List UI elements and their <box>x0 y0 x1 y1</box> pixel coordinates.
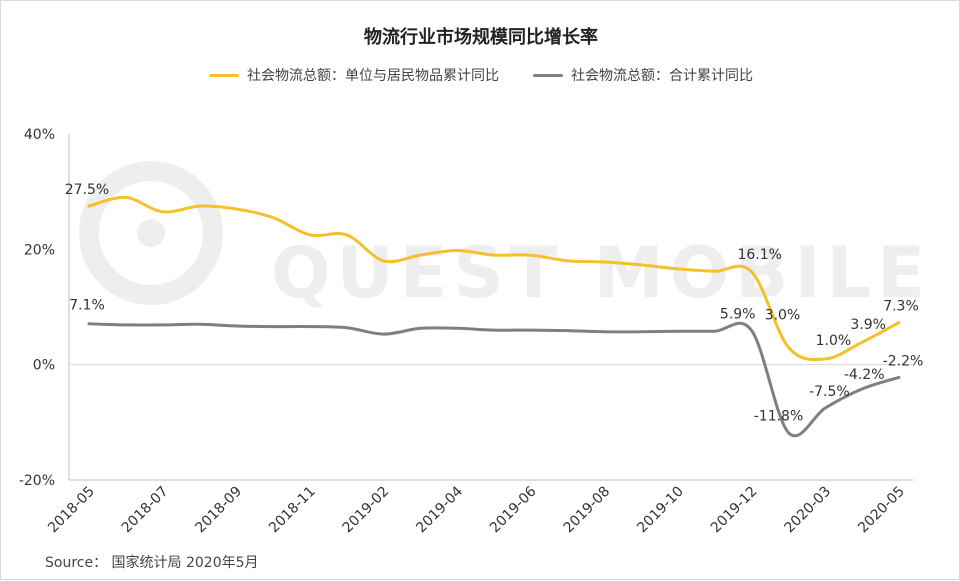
y-tick-label: 40% <box>24 127 55 143</box>
x-tick-label: 2020-03 <box>782 484 835 537</box>
source-note: Source： 国家统计局 2020年5月 <box>45 555 259 571</box>
chart-title: 物流行业市场规模同比增长率 <box>364 27 598 48</box>
y-tick-label: -20% <box>19 473 55 489</box>
legend-label-series-2: 社会物流总额：合计累计同比 <box>571 68 753 84</box>
y-tick-label: 0% <box>33 358 55 374</box>
data-label-series-2: -11.8% <box>754 409 804 425</box>
x-tick-label: 2018-09 <box>192 484 245 537</box>
series-line-1 <box>87 195 901 362</box>
watermark-logo-ring <box>79 161 223 305</box>
x-tick-label: 2019-10 <box>634 484 687 537</box>
y-tick-label: 20% <box>24 242 55 258</box>
data-label-series-1: 7.3% <box>883 299 919 315</box>
x-tick-label: 2018-11 <box>266 484 319 537</box>
data-label-series-2: -7.5% <box>809 384 850 400</box>
x-tick-label: 2020-05 <box>855 484 908 537</box>
legend: 社会物流总额：单位与居民物品累计同比 社会物流总额：合计累计同比 <box>1 65 960 85</box>
x-tick-label: 2018-07 <box>119 484 172 537</box>
legend-swatch-series-2 <box>533 73 563 77</box>
x-tick-label: 2019-12 <box>708 484 761 537</box>
watermark-text: QUEST MOBILE <box>271 232 931 314</box>
data-label-series-1: 3.9% <box>850 317 886 333</box>
watermark-logo-dot <box>137 219 165 247</box>
legend-item-series-1: 社会物流总额：单位与居民物品累计同比 <box>209 65 499 85</box>
x-tick-label: 2019-08 <box>561 484 614 537</box>
data-label-series-1: 27.5% <box>65 182 109 198</box>
data-label-series-2: -4.2% <box>844 367 885 383</box>
x-tick-label: 2019-06 <box>487 483 540 536</box>
data-label-series-1: 16.1% <box>737 247 781 263</box>
legend-item-series-2: 社会物流总额：合计累计同比 <box>533 65 753 85</box>
data-label-series-1: 3.0% <box>765 307 801 323</box>
legend-label-series-1: 社会物流总额：单位与居民物品累计同比 <box>247 68 499 84</box>
legend-swatch-series-1 <box>209 73 239 77</box>
data-label-series-2: 7.1% <box>69 298 105 314</box>
watermark: QUEST MOBILE <box>79 161 931 314</box>
data-label-series-1: 1.0% <box>816 333 852 349</box>
x-tick-label: 2019-02 <box>340 484 393 537</box>
data-label-series-2: 5.9% <box>720 307 756 323</box>
x-tick-label: 2019-04 <box>413 483 466 536</box>
series-line-2 <box>87 321 901 438</box>
data-label-series-2: -2.2% <box>883 353 924 369</box>
x-tick-label: 2018-05 <box>45 484 98 537</box>
